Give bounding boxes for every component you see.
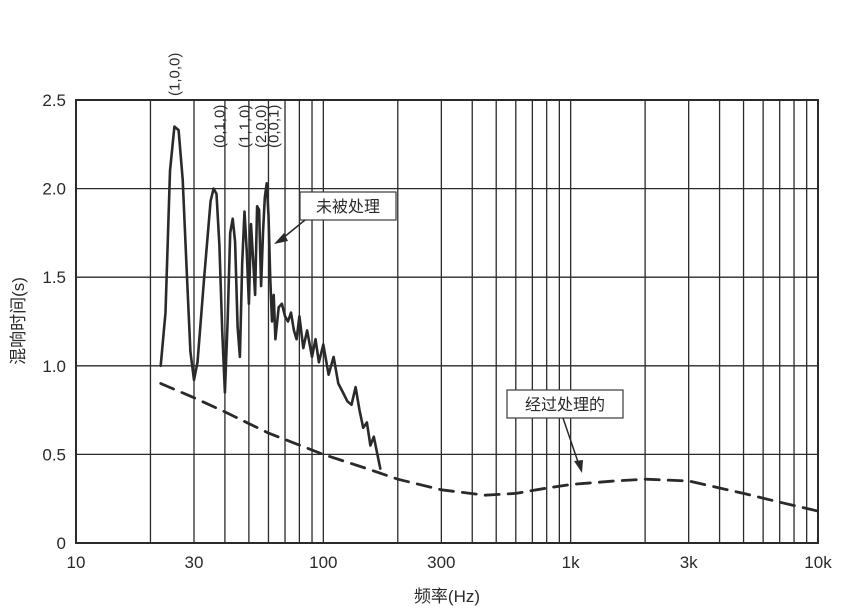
y-tick-label: 0.5 bbox=[42, 445, 66, 464]
mode-label: (0,1,0) bbox=[211, 105, 228, 148]
callout-treated-text: 经过处理的 bbox=[525, 396, 605, 414]
plot-frame bbox=[75, 99, 819, 544]
series-line-untreated bbox=[159, 125, 382, 470]
callout-untreated: 未被处理 bbox=[274, 191, 397, 244]
callout-treated-arrowhead bbox=[574, 460, 583, 473]
x-tick-label: 30 bbox=[185, 553, 204, 572]
grid bbox=[76, 99, 818, 544]
y-tick-label: 1.0 bbox=[42, 357, 66, 376]
x-axis-ticks: 10 30 100 300 1k 3k 10k bbox=[67, 553, 833, 572]
x-tick-label: 10k bbox=[804, 553, 832, 572]
callout-untreated-arrowhead bbox=[274, 233, 288, 244]
callout-treated: 经过处理的 bbox=[506, 389, 624, 473]
mode-label: (0,0,1) bbox=[266, 105, 283, 148]
callout-untreated-box bbox=[299, 191, 397, 221]
y-axis-label: 混响时间(s) bbox=[9, 277, 28, 365]
x-tick-label: 300 bbox=[427, 553, 455, 572]
y-tick-label: 2.5 bbox=[42, 91, 66, 110]
mode-label: (1,0,0) bbox=[166, 53, 183, 96]
x-tick-label: 1k bbox=[562, 553, 580, 572]
callout-untreated-text: 未被处理 bbox=[316, 198, 380, 216]
y-axis-ticks: 0 0.5 1.0 1.5 2.0 2.5 bbox=[42, 91, 66, 553]
mode-label: (2,0,0) bbox=[253, 105, 270, 148]
y-tick-label: 2.0 bbox=[42, 180, 66, 199]
mode-labels: (1,0,0) (0,1,0) (1,1,0) (2,0,0)(0,0,1) bbox=[166, 53, 282, 148]
y-tick-label: 0 bbox=[57, 534, 66, 553]
series-layer bbox=[159, 125, 820, 513]
x-tick-label: 10 bbox=[67, 553, 86, 572]
x-tick-label: 100 bbox=[309, 553, 337, 572]
callout-treated-arrow bbox=[562, 417, 579, 463]
y-tick-label: 1.5 bbox=[42, 268, 66, 287]
mode-label: (1,1,0) bbox=[237, 105, 254, 148]
series-line-treated bbox=[159, 382, 820, 513]
callout-treated-box bbox=[506, 389, 624, 419]
x-tick-label: 3k bbox=[680, 553, 698, 572]
x-axis-label: 频率(Hz) bbox=[414, 587, 480, 606]
callout-untreated-arrow bbox=[282, 219, 306, 239]
